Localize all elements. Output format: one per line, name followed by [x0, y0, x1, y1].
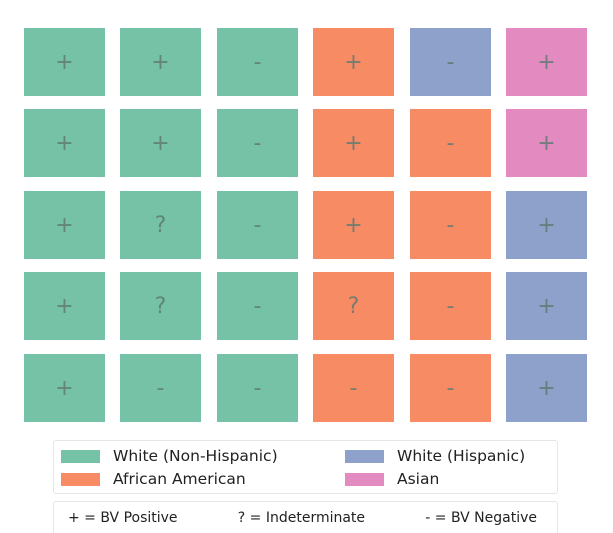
heatmap-cell: - — [410, 28, 491, 96]
legend-item-white-non-hispanic: White (Non-Hispanic) — [61, 446, 278, 466]
heatmap-cell: + — [506, 28, 587, 96]
cell-result-label: + — [55, 130, 74, 156]
cell-result-label: - — [253, 130, 262, 156]
heatmap-cell: + — [120, 28, 201, 96]
heatmap-cell: - — [217, 109, 298, 177]
cell-result-label: + — [537, 212, 556, 238]
cell-result-label: + — [55, 212, 74, 238]
heatmap-cell: ? — [120, 191, 201, 259]
heatmap-cell: + — [506, 354, 587, 422]
cell-result-label: ? — [154, 212, 167, 238]
legend-item-asian: Asian — [345, 469, 439, 489]
heatmap-cell: - — [313, 354, 394, 422]
heatmap-cell: - — [217, 191, 298, 259]
cell-result-label: ? — [347, 293, 360, 319]
legend-swatch-asian — [345, 472, 384, 486]
key-positive: + = BV Positive — [68, 509, 178, 526]
key-indeterminate: ? = Indeterminate — [237, 509, 366, 526]
cell-result-label: + — [537, 375, 556, 401]
cell-result-label: - — [446, 375, 455, 401]
heatmap-cell: ? — [120, 272, 201, 340]
cell-result-label: - — [446, 212, 455, 238]
cell-result-label: + — [55, 49, 74, 75]
cell-result-label: - — [156, 375, 165, 401]
heatmap-cell: + — [313, 28, 394, 96]
heatmap-cell: + — [313, 109, 394, 177]
heatmap-cell: + — [24, 109, 105, 177]
legend-swatch-african-american — [61, 472, 100, 486]
heatmap-cell: + — [24, 272, 105, 340]
legend-swatch-white-hispanic — [345, 449, 384, 463]
legend-label: White (Non-Hispanic) — [113, 447, 278, 465]
heatmap-cell: - — [410, 191, 491, 259]
heatmap-cell: + — [24, 354, 105, 422]
heatmap-cell: + — [506, 109, 587, 177]
heatmap-cell: + — [506, 191, 587, 259]
cell-result-label: - — [349, 375, 358, 401]
legend-label: Asian — [397, 470, 440, 488]
cell-result-label: - — [253, 293, 262, 319]
cell-result-label: + — [151, 49, 170, 75]
cell-result-label: + — [55, 293, 74, 319]
cell-result-label: + — [151, 130, 170, 156]
legend: White (Non-Hispanic) White (Hispanic) Af… — [53, 440, 558, 494]
heatmap-grid: + + - + - + + + - + - + +? - + - + +? -? - + + - - - - + — [24, 28, 587, 422]
legend-item-african-american: African American — [61, 469, 246, 489]
cell-result-label: + — [344, 49, 363, 75]
cell-result-label: - — [446, 130, 455, 156]
cell-result-label: + — [344, 130, 363, 156]
cell-result-label: + — [537, 49, 556, 75]
heatmap-cell: + — [313, 191, 394, 259]
cell-result-label: ? — [154, 293, 167, 319]
legend-item-white-hispanic: White (Hispanic) — [345, 446, 525, 466]
key-negative: - = BV Negative — [425, 509, 537, 526]
heatmap-cell: - — [410, 354, 491, 422]
heatmap-cell: + — [24, 28, 105, 96]
heatmap-cell: - — [410, 109, 491, 177]
cell-result-label: + — [55, 375, 74, 401]
heatmap-cell: ? — [313, 272, 394, 340]
cell-result-label: + — [344, 212, 363, 238]
symbol-key: + = BV Positive ? = Indeterminate - = BV… — [53, 501, 558, 533]
heatmap-cell: + — [24, 191, 105, 259]
cell-result-label: - — [253, 375, 262, 401]
legend-label: African American — [113, 470, 246, 488]
heatmap-cell: - — [217, 272, 298, 340]
cell-result-label: - — [253, 49, 262, 75]
legend-swatch-white-non-hispanic — [61, 449, 100, 463]
heatmap-cell: - — [217, 354, 298, 422]
cell-result-label: - — [446, 293, 455, 319]
cell-result-label: - — [253, 212, 262, 238]
heatmap-cell: - — [410, 272, 491, 340]
cell-result-label: + — [537, 293, 556, 319]
heatmap-cell: + — [506, 272, 587, 340]
heatmap-cell: + — [120, 109, 201, 177]
heatmap-cell: - — [120, 354, 201, 422]
cell-result-label: + — [537, 130, 556, 156]
heatmap-cell: - — [217, 28, 298, 96]
cell-result-label: - — [446, 49, 455, 75]
legend-label: White (Hispanic) — [397, 447, 526, 465]
